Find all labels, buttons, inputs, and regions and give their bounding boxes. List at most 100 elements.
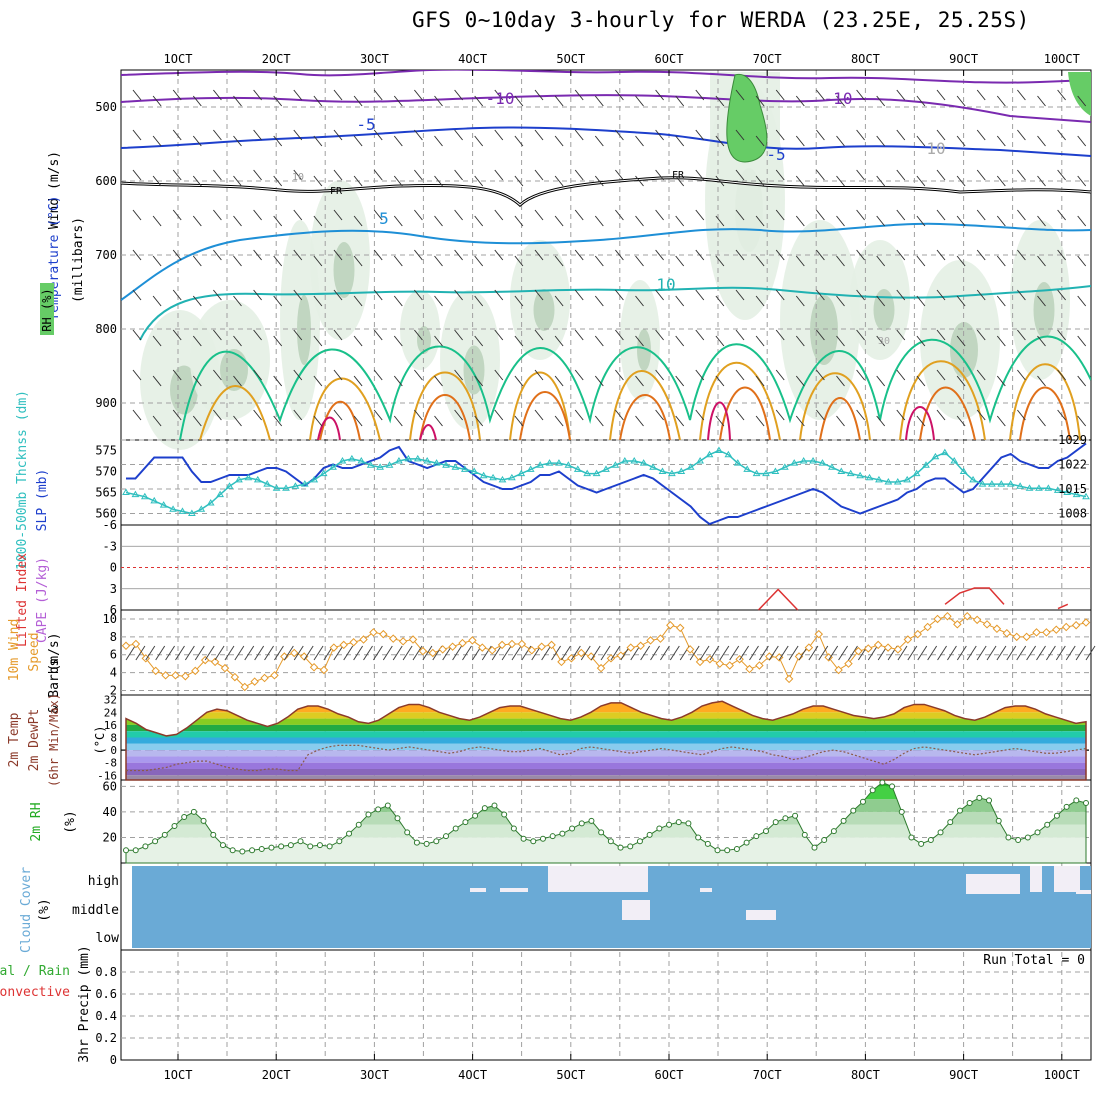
wind-speed-point <box>1022 632 1031 642</box>
wind-speed-point <box>913 629 922 639</box>
wind-barb <box>719 645 730 661</box>
wind-barb <box>454 369 463 381</box>
rh-point <box>685 820 692 827</box>
thickness-point <box>206 499 215 506</box>
y-tick: 700 <box>95 248 117 262</box>
rh-point <box>501 811 508 818</box>
wind-barb <box>382 645 393 661</box>
cloud-clear <box>1030 866 1042 892</box>
wind-barb <box>635 175 644 187</box>
wind-barb <box>956 295 966 307</box>
thickness-point <box>705 450 714 458</box>
wind-barb <box>313 255 323 267</box>
wind-barb <box>353 255 363 267</box>
wind-barb <box>254 645 265 661</box>
wind-barb <box>876 295 886 307</box>
wind-barb <box>594 255 604 267</box>
wind-barb <box>293 169 303 181</box>
wind-barb <box>896 89 906 101</box>
thickness-point <box>310 475 319 483</box>
rh-point <box>258 845 265 852</box>
wind-speed-point <box>883 643 893 652</box>
wind-barb <box>333 409 343 421</box>
wind-barb <box>795 335 805 347</box>
wind-barb <box>615 249 624 261</box>
wind-barb <box>856 409 865 421</box>
y-tick: -6 <box>103 518 117 532</box>
slp-line <box>126 442 1087 526</box>
wind-barb <box>333 369 343 381</box>
wind-barb <box>956 255 966 267</box>
ylabel-wind-unit: (m/s) <box>47 632 62 671</box>
wind-barb <box>175 645 185 661</box>
wind-speed-point <box>903 635 913 644</box>
wind-barb <box>534 409 544 421</box>
thickness-point <box>489 473 497 481</box>
rh-band <box>126 786 1086 800</box>
wind-barb <box>735 329 745 341</box>
wind-speed-point <box>1012 632 1021 642</box>
wind-barb <box>192 95 202 107</box>
thickness-point <box>959 467 968 474</box>
y-tick: 32 <box>104 694 117 707</box>
wind-barb <box>976 209 986 221</box>
cloud-clear <box>966 874 1020 894</box>
wind-barb <box>856 89 865 101</box>
rh-point <box>646 831 653 838</box>
wind-barb <box>675 135 685 147</box>
wind-barb <box>414 129 423 141</box>
wind-barb <box>615 89 624 101</box>
wind-barb <box>474 95 484 107</box>
wind-barb <box>615 289 624 301</box>
wind-barb <box>755 415 765 427</box>
contour-label-rh: 10 <box>292 172 304 183</box>
thickness-point <box>762 469 770 477</box>
wind-speed-point <box>398 637 408 646</box>
wind-barb <box>172 369 182 381</box>
thickness-point <box>385 461 394 468</box>
wind-barb <box>956 335 966 347</box>
thickness-point <box>253 475 262 483</box>
wind-barb <box>917 645 928 661</box>
wind-barb <box>152 135 162 147</box>
thickness-point <box>987 480 996 487</box>
y-tick: 900 <box>95 396 117 410</box>
wind-barb <box>735 369 745 381</box>
rh-point <box>181 814 188 821</box>
wind-barb <box>474 215 484 227</box>
wind-barb <box>574 209 584 221</box>
thickness-point <box>733 459 742 466</box>
wind-barb <box>373 369 383 381</box>
cloud-level-label: high <box>88 874 119 889</box>
wind-speed-point <box>349 637 358 647</box>
wind-barb <box>729 645 740 661</box>
wind-barb <box>474 255 484 267</box>
rh-point <box>433 838 440 845</box>
wind-barb <box>755 295 765 307</box>
lifted-index-line <box>1057 603 1069 610</box>
wind-speed-point <box>1042 628 1051 637</box>
rh-point <box>588 817 595 824</box>
thickness-point <box>743 465 752 472</box>
wind-barb <box>1077 255 1087 267</box>
thickness-point <box>592 469 601 477</box>
wind-speed-point <box>864 644 873 653</box>
y-tick: 4 <box>110 666 117 680</box>
rh-point <box>918 840 925 847</box>
wind-speed-point <box>171 671 180 680</box>
y-tick: 24 <box>104 706 118 719</box>
wind-barb <box>434 375 443 387</box>
wind-barb <box>778 645 789 661</box>
contour-label: -10 <box>486 89 515 108</box>
rh-point <box>830 828 837 835</box>
wind-barb <box>1037 415 1046 427</box>
thickness-point <box>536 461 545 468</box>
wind-barb <box>590 645 601 661</box>
wind-barb <box>1017 209 1026 221</box>
y-tick: 560 <box>95 507 117 521</box>
rh-point <box>481 805 488 812</box>
thickness-point <box>752 469 761 477</box>
wind-barb <box>244 645 255 661</box>
y-tick: -16 <box>97 769 117 782</box>
wind-barb <box>373 645 383 661</box>
